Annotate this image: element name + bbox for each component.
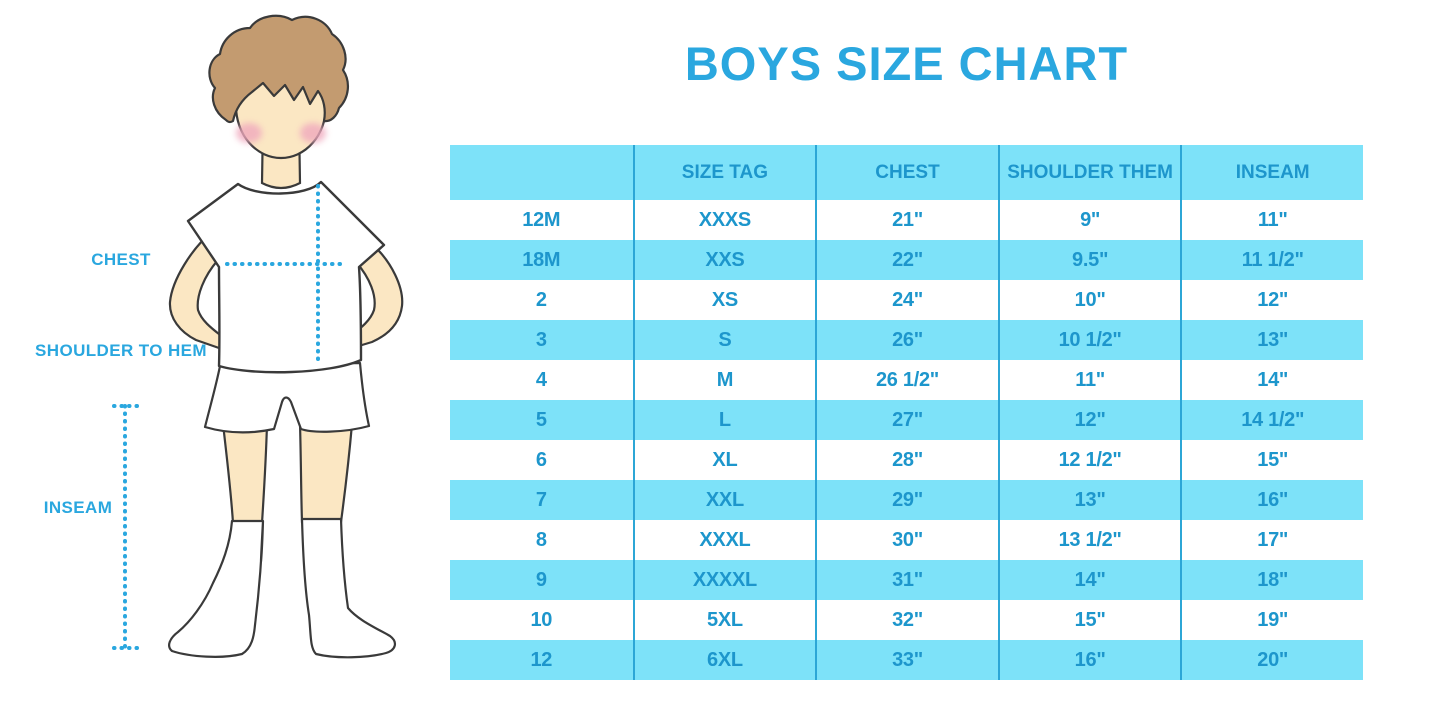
table-row: 8 XXXL 30" 13 1/2" 17" — [450, 520, 1363, 560]
size-cell: 10 — [530, 608, 553, 631]
value-cell: 21" — [815, 200, 998, 240]
value-cell: 9" — [997, 200, 1181, 240]
value-cell: 22" — [815, 240, 998, 280]
table-row: 3 S 26" 10 1/2" 13" — [450, 320, 1363, 360]
value-cell: 16" — [997, 640, 1181, 680]
value-cell: XL — [632, 440, 816, 480]
boy-measurement-figure: CHEST SHOULDER TO HEM INSEAM — [0, 0, 460, 723]
size-cell: 2 — [535, 288, 547, 311]
value-cell: 18" — [1180, 560, 1363, 600]
size-cell: 8 — [535, 528, 547, 551]
shoulder-to-hem-label: SHOULDER TO HEM — [35, 341, 207, 360]
boy-arm-left — [168, 230, 226, 350]
value-cell: XXS — [632, 240, 816, 280]
inseam-label: INSEAM — [43, 498, 113, 517]
value-cell: 16" — [1180, 480, 1363, 520]
value-cell: 6XL — [632, 640, 816, 680]
value-cell: 12 1/2" — [997, 440, 1181, 480]
value-cell: 26 1/2" — [815, 360, 998, 400]
header-cell-empty — [450, 145, 633, 200]
size-cell: 12 — [530, 648, 553, 671]
boy-sock-left — [168, 519, 265, 658]
size-cell: 4 — [535, 368, 547, 391]
value-cell: XXXS — [632, 200, 816, 240]
table-row: 4 M 26 1/2" 11" 14" — [450, 360, 1363, 400]
value-cell: 14 1/2" — [1180, 400, 1363, 440]
value-cell: 24" — [815, 280, 998, 320]
value-cell: 13 1/2" — [997, 520, 1181, 560]
table-row: 12M XXXS 21" 9" 11" — [450, 200, 1363, 240]
value-cell: 9.5" — [997, 240, 1181, 280]
value-cell: 11 1/2" — [1180, 240, 1363, 280]
boy-sock-right — [300, 517, 396, 659]
boy-leg-right — [298, 422, 354, 524]
value-cell: 32" — [815, 600, 998, 640]
size-table: SIZE TAG CHEST SHOULDER THEM INSEAM 12M XXXS 2… — [450, 145, 1363, 680]
size-cell: 5 — [535, 408, 547, 431]
value-cell: XXXXL — [632, 560, 816, 600]
value-cell: L — [632, 400, 816, 440]
value-cell: S — [632, 320, 816, 360]
value-cell: 26" — [815, 320, 998, 360]
value-cell: 13" — [997, 480, 1181, 520]
boy-illustration — [112, 14, 404, 659]
header-cell: INSEAM — [1180, 145, 1363, 200]
size-cell: 7 — [535, 488, 547, 511]
table-row: 10 5XL 32" 15" 19" — [450, 600, 1363, 640]
table-row: 7 XXL 29" 13" 16" — [450, 480, 1363, 520]
header-cell: SHOULDER THEM — [997, 145, 1181, 200]
value-cell: 5XL — [632, 600, 816, 640]
value-cell: 12" — [997, 400, 1181, 440]
value-cell: 27" — [815, 400, 998, 440]
value-cell: 12" — [1180, 280, 1363, 320]
value-cell: 30" — [815, 520, 998, 560]
boy-cheek-left — [236, 123, 262, 143]
value-cell: 29" — [815, 480, 998, 520]
value-cell: 33" — [815, 640, 998, 680]
header-cell: CHEST — [815, 145, 998, 200]
table-row: 18M XXS 22" 9.5" 11 1/2" — [450, 240, 1363, 280]
boy-cheek-right — [300, 123, 326, 143]
value-cell: 14" — [997, 560, 1181, 600]
page-title: BOYS SIZE CHART — [684, 37, 1129, 90]
size-cell: 6 — [535, 448, 547, 471]
value-cell: XS — [632, 280, 816, 320]
size-cell: 3 — [535, 328, 547, 351]
size-cell: 9 — [535, 568, 547, 591]
value-cell: 11" — [997, 360, 1181, 400]
table-row: 12 6XL 33" 16" 20" — [450, 640, 1363, 680]
value-cell: XXXL — [632, 520, 816, 560]
value-cell: 31" — [815, 560, 998, 600]
value-cell: XXL — [632, 480, 816, 520]
value-cell: 13" — [1180, 320, 1363, 360]
value-cell: 10 1/2" — [997, 320, 1181, 360]
value-cell: 11" — [1180, 200, 1363, 240]
boy-shorts — [203, 361, 371, 434]
boy-leg-left — [221, 422, 269, 525]
table-row: 6 XL 28" 12 1/2" 15" — [450, 440, 1363, 480]
table-row: 5 L 27" 12" 14 1/2" — [450, 400, 1363, 440]
value-cell: M — [632, 360, 816, 400]
value-cell: 20" — [1180, 640, 1363, 680]
table-row: 9 XXXXL 31" 14" 18" — [450, 560, 1363, 600]
chest-label: CHEST — [91, 250, 151, 269]
value-cell: 17" — [1180, 520, 1363, 560]
boy-hair — [208, 14, 349, 124]
value-cell: 19" — [1180, 600, 1363, 640]
value-cell: 15" — [997, 600, 1181, 640]
size-cell: 12M — [522, 208, 561, 231]
value-cell: 14" — [1180, 360, 1363, 400]
table-row: 2 XS 24" 10" 12" — [450, 280, 1363, 320]
header-cell: SIZE TAG — [632, 145, 816, 200]
boy-tshirt — [186, 180, 386, 374]
table-header-row: SIZE TAG CHEST SHOULDER THEM INSEAM — [450, 145, 1363, 200]
value-cell: 10" — [997, 280, 1181, 320]
size-cell: 18M — [522, 248, 561, 271]
value-cell: 15" — [1180, 440, 1363, 480]
value-cell: 28" — [815, 440, 998, 480]
